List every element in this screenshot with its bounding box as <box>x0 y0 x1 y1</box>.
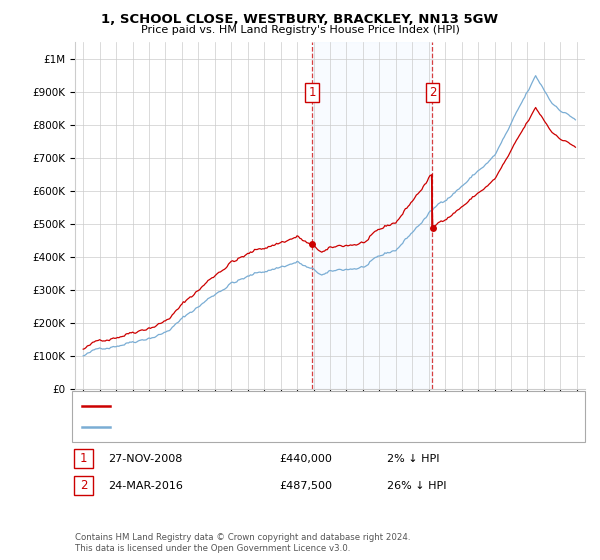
Text: 1, SCHOOL CLOSE, WESTBURY, BRACKLEY, NN13 5GW: 1, SCHOOL CLOSE, WESTBURY, BRACKLEY, NN1… <box>101 13 499 26</box>
Text: Price paid vs. HM Land Registry's House Price Index (HPI): Price paid vs. HM Land Registry's House … <box>140 25 460 35</box>
Text: HPI: Average price, detached house, Buckinghamshire: HPI: Average price, detached house, Buck… <box>115 422 386 432</box>
Text: Contains HM Land Registry data © Crown copyright and database right 2024.
This d: Contains HM Land Registry data © Crown c… <box>75 533 410 553</box>
Text: £487,500: £487,500 <box>279 480 332 491</box>
Text: 1, SCHOOL CLOSE, WESTBURY, BRACKLEY, NN13 5GW (detached house): 1, SCHOOL CLOSE, WESTBURY, BRACKLEY, NN1… <box>115 401 475 411</box>
Text: 1: 1 <box>308 86 316 99</box>
Text: 26% ↓ HPI: 26% ↓ HPI <box>387 480 446 491</box>
Text: 2% ↓ HPI: 2% ↓ HPI <box>387 454 439 464</box>
Text: 1: 1 <box>80 452 87 465</box>
Text: 24-MAR-2016: 24-MAR-2016 <box>108 480 183 491</box>
Text: 27-NOV-2008: 27-NOV-2008 <box>108 454 182 464</box>
Bar <box>312 42 433 389</box>
Text: 2: 2 <box>429 86 436 99</box>
Text: 2: 2 <box>80 479 87 492</box>
Text: £440,000: £440,000 <box>279 454 332 464</box>
